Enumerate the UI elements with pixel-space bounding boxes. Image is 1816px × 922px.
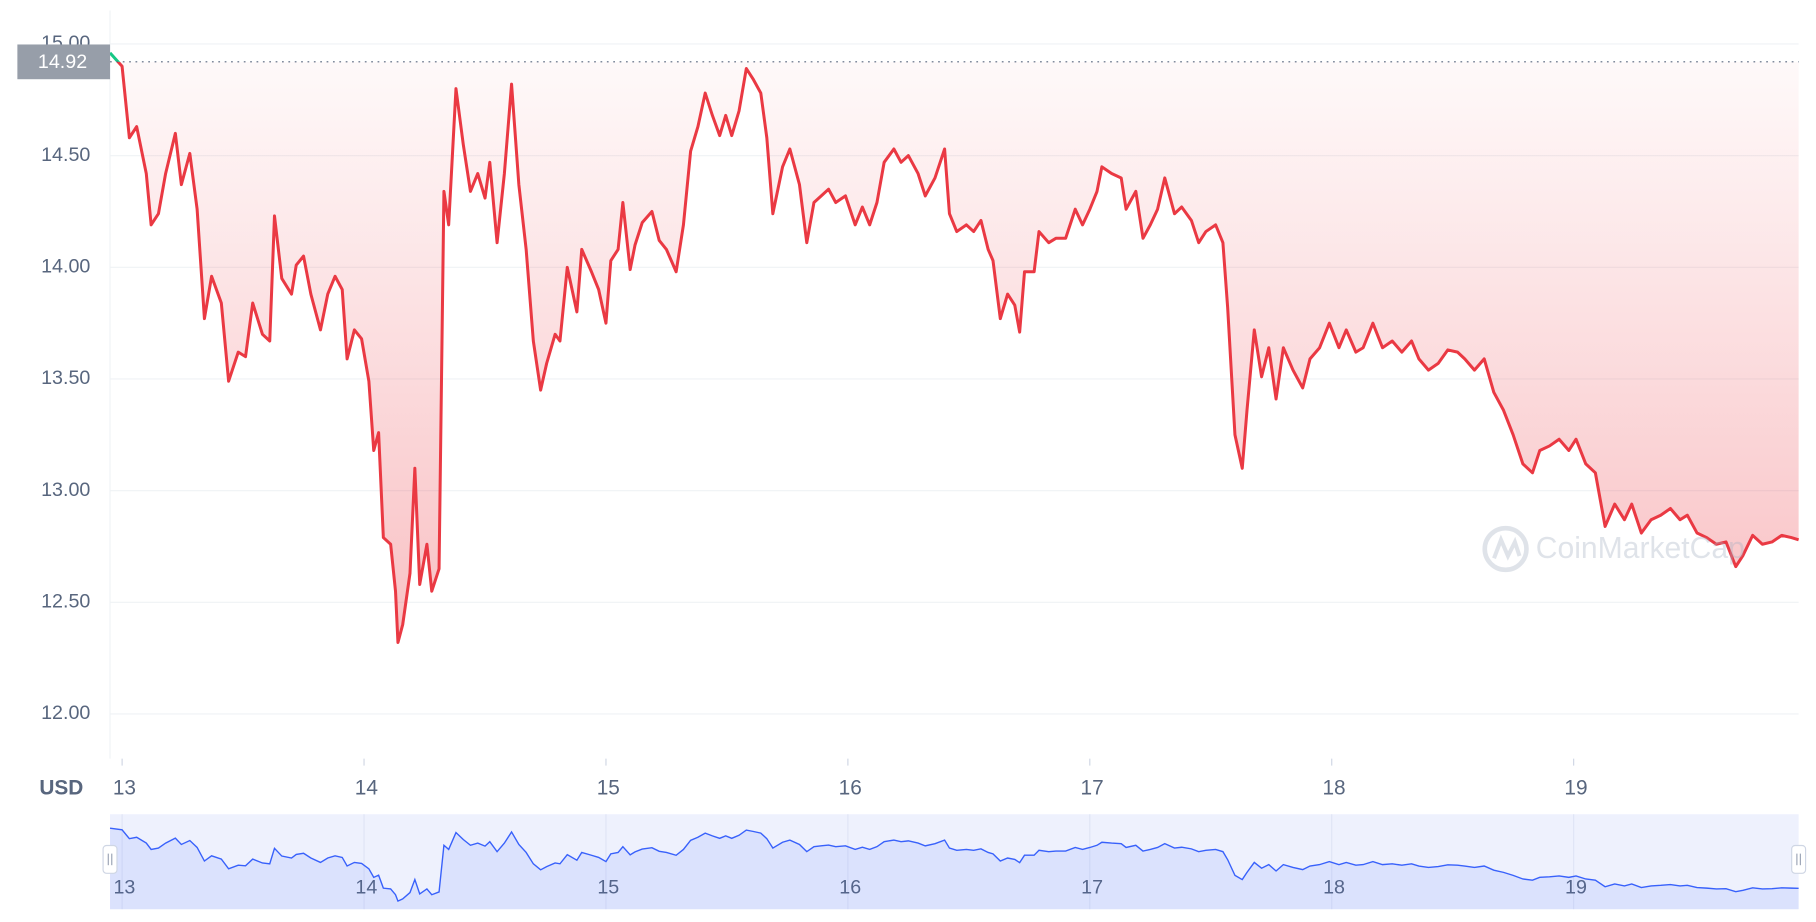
watermark-logo bbox=[1492, 534, 1522, 561]
navigator-tick-label: 15 bbox=[597, 877, 619, 899]
navigator-line bbox=[109, 827, 1799, 903]
y-tick-label: 12.00 bbox=[41, 702, 90, 724]
x-tick-label: 17 bbox=[1081, 776, 1104, 799]
navigator-tick-label: 13 bbox=[113, 877, 135, 899]
y-tick-label: 14.00 bbox=[41, 256, 90, 278]
watermark-logo bbox=[1482, 525, 1529, 573]
x-ticks: 13 14 15 16 17 18 19 bbox=[113, 758, 1588, 799]
x-tick-label: 19 bbox=[1564, 776, 1587, 799]
x-tick-label: 14 bbox=[355, 776, 378, 799]
reference-label: 14.92 bbox=[38, 51, 87, 73]
area bbox=[118, 61, 1799, 643]
navigator-tick-label: 17 bbox=[1081, 877, 1103, 899]
reference-label-box bbox=[17, 44, 111, 80]
y-tick-label: 13.50 bbox=[41, 367, 90, 389]
x-tick-label: 13 bbox=[113, 776, 136, 799]
plot bbox=[108, 51, 1800, 644]
navigator-background bbox=[110, 814, 1799, 910]
watermark: CoinMarketCap bbox=[1482, 525, 1745, 573]
navigator-tick-label: 16 bbox=[839, 877, 861, 899]
watermark-text: CoinMarketCap bbox=[1536, 532, 1745, 565]
y-tick-label: 13.00 bbox=[41, 479, 90, 501]
y-tick-label: 14.50 bbox=[41, 144, 90, 166]
price-line bbox=[116, 61, 1800, 644]
x-tick-label: 18 bbox=[1322, 776, 1345, 799]
navigator-handle bbox=[1791, 844, 1807, 874]
reference: 14.92 bbox=[17, 44, 1799, 80]
navigator-handle bbox=[102, 844, 118, 874]
navigator-tick-label: 14 bbox=[355, 877, 377, 899]
y-tick-label: 12.50 bbox=[41, 591, 90, 613]
navigator: 13 14 15 16 17 18 19 bbox=[102, 814, 1807, 910]
x-tick-label: 15 bbox=[597, 776, 620, 799]
x-tick-label: 16 bbox=[839, 776, 862, 799]
navigator-area bbox=[110, 828, 1799, 910]
y-axis-label: USD bbox=[39, 776, 83, 799]
navigator-tick-label: 18 bbox=[1323, 877, 1345, 899]
navigator-tick-label: 19 bbox=[1565, 877, 1587, 899]
